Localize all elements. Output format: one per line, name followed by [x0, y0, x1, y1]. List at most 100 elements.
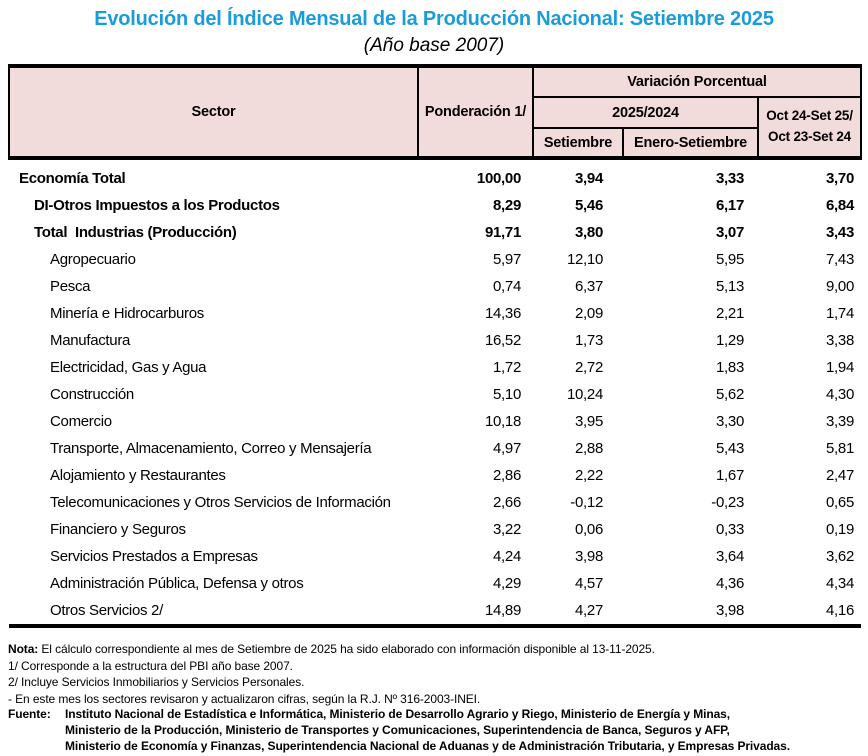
pond-cell: 5,97: [493, 251, 521, 268]
sector-cell: Servicios Prestados a Empresas: [50, 548, 258, 565]
sector-cell: Manufactura: [50, 332, 131, 349]
set-cell: 12,10: [566, 251, 603, 268]
fuente-label: Fuente:: [8, 707, 51, 721]
table-row: DI-Otros Impuestos a los Productos 8,29 5,…: [9, 192, 861, 219]
set-cell: 2,22: [575, 467, 603, 484]
table-row: Construcción 5,10 10,24 5,62 4,30: [9, 381, 861, 408]
pond-cell: 8,29: [493, 197, 521, 214]
set-cell: 4,57: [575, 575, 603, 592]
ene-cell: 4,36: [716, 575, 744, 592]
ene-cell: 3,30: [716, 413, 744, 430]
pond-cell: 100,00: [476, 170, 521, 187]
sector-cell: Agropecuario: [50, 251, 136, 268]
production-index-table: Sector Ponderación 1/ Variación Porcentu…: [8, 64, 862, 628]
oct23-set24-label: Oct 23-Set 24: [768, 129, 851, 144]
table-row: Electricidad, Gas y Agua 1,72 2,72 1,83 1,94: [9, 354, 861, 381]
oct-cell: 1,94: [826, 359, 854, 376]
set-cell: -0,12: [570, 494, 603, 511]
ene-cell: 3,33: [716, 170, 744, 187]
sector-cell: Minería e Hidrocarburos: [50, 305, 204, 322]
table-row: Comercio 10,18 3,95 3,30 3,39: [9, 408, 861, 435]
note-line-nota: Nota: El cálculo correspondiente al mes …: [8, 641, 868, 658]
fuente-line-3: Ministerio de Economía y Finanzas, Super…: [65, 738, 790, 753]
sector-cell: Construcción: [50, 386, 134, 403]
ene-cell: 1,67: [716, 467, 744, 484]
ene-cell: 1,83: [716, 359, 744, 376]
note-line-3: - En este mes los sectores revisaron y a…: [8, 691, 481, 706]
sector-cell: Economía Total: [19, 170, 126, 187]
nota-label: Nota:: [8, 642, 39, 656]
pond-cell: 4,24: [493, 548, 521, 565]
pond-cell: 3,22: [493, 521, 521, 538]
oct-cell: 5,81: [826, 440, 854, 457]
ene-cell: 6,17: [716, 197, 744, 214]
oct-cell: 3,43: [826, 224, 854, 241]
table-row: Pesca 0,74 6,37 5,13 9,00: [9, 273, 861, 300]
pond-cell: 1,72: [493, 359, 521, 376]
sector-cell: Alojamiento y Restaurantes: [50, 467, 226, 484]
pond-cell: 2,66: [493, 494, 521, 511]
table-row: Servicios Prestados a Empresas 4,24 3,98 3,…: [9, 543, 861, 570]
note-line-2: 2/ Incluye Servicios Inmobiliarios y Ser…: [8, 675, 305, 689]
fuente-section: Fuente: Instituto Nacional de Estadístic…: [8, 707, 868, 754]
oct-cell: 2,47: [826, 467, 854, 484]
note-line-1: 1/ Corresponde a la estructura del PBI a…: [8, 658, 293, 673]
table-row: Financiero y Seguros 3,22 0,06 0,33 0,19: [9, 516, 861, 543]
set-cell: 3,98: [575, 548, 603, 565]
set-cell: 10,24: [566, 386, 603, 403]
column-header-setiembre: Setiembre: [532, 127, 624, 159]
column-header-oct24-set25-oct23-set24: Oct 24-Set 25/Oct 23-Set 24: [757, 96, 862, 159]
sector-cell: Telecomunicaciones y Otros Servicios de …: [50, 494, 391, 511]
table-row: Telecomunicaciones y Otros Servicios de …: [9, 489, 861, 516]
fuente-line-2: Ministerio de la Producción, Ministerio …: [65, 722, 730, 737]
sector-cell: Otros Servicios 2/: [50, 602, 163, 619]
pond-cell: 0,74: [493, 278, 521, 295]
ene-cell: -0,23: [711, 494, 744, 511]
table-row: Minería e Hidrocarburos 14,36 2,09 2,21 1,74: [9, 300, 861, 327]
set-cell: 2,09: [575, 305, 603, 322]
oct-cell: 0,65: [826, 494, 854, 511]
table-row: Total Industrias (Producción) 91,71 3,80 3,…: [9, 219, 861, 246]
ene-cell: 5,95: [716, 251, 744, 268]
ene-cell: 1,29: [716, 332, 744, 349]
pond-cell: 91,71: [484, 224, 521, 241]
set-cell: 3,95: [575, 413, 603, 430]
table-row: Agropecuario 5,97 12,10 5,95 7,43: [9, 246, 861, 273]
set-cell: 2,88: [575, 440, 603, 457]
column-header-ponderacion: Ponderación 1/: [417, 65, 534, 159]
table-row: Administración Pública, Defensa y otros 4…: [9, 570, 861, 597]
set-cell: 3,80: [575, 224, 603, 241]
column-header-variacion-porcentual: Variación Porcentual: [532, 65, 862, 98]
table-row: Manufactura 16,52 1,73 1,29 3,38: [9, 327, 861, 354]
notes-section: Nota: El cálculo correspondiente al mes …: [8, 641, 868, 707]
ene-cell: 3,07: [716, 224, 744, 241]
sector-cell: Electricidad, Gas y Agua: [50, 359, 207, 376]
pond-cell: 14,36: [484, 305, 521, 322]
set-cell: 3,94: [575, 170, 603, 187]
ene-cell: 3,98: [716, 602, 744, 619]
pond-cell: 4,29: [493, 575, 521, 592]
oct-cell: 3,62: [826, 548, 854, 565]
nota-text: El cálculo correspondiente al mes de Set…: [38, 642, 655, 656]
ene-cell: 5,62: [716, 386, 744, 403]
oct-cell: 7,43: [826, 251, 854, 268]
sector-cell: DI-Otros Impuestos a los Productos: [34, 197, 280, 214]
table-row: Transporte, Almacenamiento, Correo y Men…: [9, 435, 861, 462]
oct-cell: 4,16: [826, 602, 854, 619]
ene-cell: 0,33: [716, 521, 744, 538]
table-header: Sector Ponderación 1/ Variación Porcentu…: [8, 65, 862, 159]
set-cell: 4,27: [575, 602, 603, 619]
ene-cell: 5,43: [716, 440, 744, 457]
page-subtitle: (Año base 2007): [363, 35, 505, 56]
oct-cell: 9,00: [826, 278, 854, 295]
sector-cell: Pesca: [50, 278, 91, 295]
page-title: Evolución del Índice Mensual de la Produ…: [94, 8, 774, 30]
table-row: Otros Servicios 2/14,89 4,27 3,98 4,16: [9, 597, 861, 626]
pond-cell: 4,97: [493, 440, 521, 457]
oct-cell: 3,38: [826, 332, 854, 349]
table-row: Alojamiento y Restaurantes 2,86 2,22 1,67 2,…: [9, 462, 861, 489]
pond-cell: 5,10: [493, 386, 521, 403]
sector-cell: Transporte, Almacenamiento, Correo y Men…: [50, 440, 372, 457]
sector-cell: Comercio: [50, 413, 112, 430]
oct-cell: 4,34: [826, 575, 854, 592]
